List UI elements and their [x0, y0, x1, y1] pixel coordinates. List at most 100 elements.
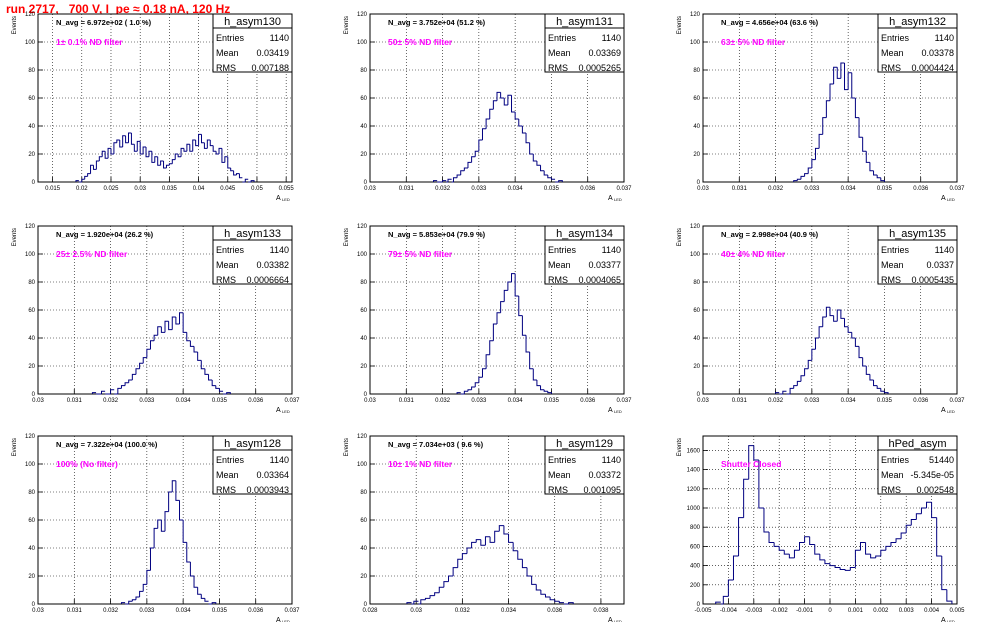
y-tick-label: 100	[690, 252, 701, 258]
histogram-bin	[157, 326, 162, 336]
histogram-bin	[849, 567, 856, 571]
histogram-bin	[492, 100, 497, 110]
histogram-bin	[203, 142, 208, 149]
histogram-bin	[131, 373, 136, 380]
histogram-bin	[87, 173, 91, 177]
histogram-bin	[880, 549, 886, 556]
histogram-name: hPed_asym	[888, 438, 946, 450]
histogram-bin	[197, 587, 202, 595]
stats-box	[212, 225, 293, 285]
histogram-bin	[471, 156, 476, 163]
histogram-bin	[481, 368, 487, 378]
histogram-bin	[200, 134, 205, 144]
stats-value-rms: 0.0004424	[911, 63, 954, 73]
x-tick-label: 0.034	[176, 608, 192, 614]
stats-value-entries: 1140	[270, 455, 289, 465]
y-tick-label: 100	[25, 40, 36, 46]
histogram-bin	[496, 91, 501, 101]
x-tick-label: 0.03	[697, 186, 709, 192]
y-tick-label: 0	[697, 180, 701, 186]
x-tick-label: 0.031	[399, 398, 415, 404]
histogram-bin	[171, 159, 176, 164]
x-tick-label: 0.005	[949, 608, 965, 614]
histogram-bin	[233, 170, 237, 176]
histogram-bin	[890, 542, 897, 547]
x-tick-label: 0.004	[924, 608, 940, 614]
stats-label-rms: RMS	[216, 275, 236, 285]
stats-value-mean: 0.03419	[256, 48, 289, 58]
histogram-bin	[854, 338, 860, 347]
x-axis-label-subscript: LED	[947, 619, 955, 622]
y-tick-label: 40	[360, 336, 367, 342]
filter-label: 25± 2.5% ND filter	[56, 249, 128, 259]
y-tick-label: 80	[28, 490, 35, 496]
x-tick-label: 0.031	[732, 186, 748, 192]
histogram-bin	[786, 387, 794, 395]
histogram-bin	[474, 150, 479, 157]
x-tick-label: 0.032	[435, 186, 451, 192]
y-tick-label: 0	[32, 180, 36, 186]
histogram-bin	[763, 508, 770, 533]
histogram-bin	[517, 550, 523, 560]
histogram-panel-hPed_asym: -0.005 -0.004 -0.003 -0.002 -0.001 0 0.001 0.00…	[677, 435, 965, 622]
histogram-panel-h_asym134: 0.03 0.031 0.032 0.033 0.034 0.035 0.036 0.037 0…	[344, 224, 632, 414]
histogram-panel-h_asym135: 0.03 0.031 0.032 0.033 0.034 0.035 0.036 0.037 0…	[677, 224, 965, 414]
histogram-bin	[825, 306, 830, 317]
histogram-bin	[424, 597, 431, 600]
histogram-bin	[157, 519, 162, 529]
histogram-bin	[461, 553, 467, 560]
histogram-bin	[114, 387, 122, 395]
stats-label-rms: RMS	[216, 485, 236, 495]
histogram-bin	[844, 318, 849, 328]
filter-label: 63± 5% ND filter	[721, 37, 786, 47]
x-axis-label-subscript: LED	[282, 197, 290, 202]
stats-label-entries: Entries	[548, 245, 577, 255]
navg-label: N_avg = 4.656e+04 (63.6 %)	[721, 18, 819, 27]
histogram-bin	[796, 178, 801, 181]
histogram-bin	[809, 536, 815, 545]
histogram-bin	[116, 139, 120, 143]
histogram-bin	[466, 547, 472, 554]
y-tick-label: 100	[357, 462, 368, 468]
y-tick-label: 20	[28, 364, 35, 370]
stats-label-rms: RMS	[548, 63, 568, 73]
y-tick-label: 40	[693, 336, 700, 342]
x-tick-label: 0.032	[103, 608, 119, 614]
stats-label-mean: Mean	[548, 48, 571, 58]
stats-label-rms: RMS	[548, 275, 568, 285]
histogram-bin	[136, 140, 141, 152]
histogram-bin	[456, 392, 461, 394]
histogram-bin	[208, 602, 217, 605]
histogram-bin	[535, 584, 541, 591]
x-tick-label: 0.033	[471, 186, 487, 192]
histogram-bin	[543, 389, 548, 392]
y-tick-label: 120	[25, 224, 36, 230]
histogram-bin	[804, 536, 810, 543]
histogram-panel-h_asym132: 0.03 0.031 0.032 0.033 0.034 0.035 0.036 0.037 0…	[677, 12, 965, 202]
x-tick-label: 0.032	[103, 398, 119, 404]
histogram-bin	[858, 346, 863, 359]
histogram-bin	[489, 108, 494, 119]
x-tick-label: 0.037	[949, 398, 965, 404]
y-tick-label: 20	[360, 364, 367, 370]
stats-value-rms: 0.002548	[916, 485, 954, 495]
histogram-bin	[204, 598, 209, 602]
histogram-bin	[165, 164, 170, 168]
histogram-bin	[212, 145, 217, 152]
histogram-bin	[540, 385, 545, 391]
histogram-bin	[550, 177, 556, 180]
histogram-name: h_asym133	[224, 228, 281, 240]
histogram-bin	[839, 567, 846, 570]
histogram-bin	[171, 480, 176, 492]
histogram-bin	[215, 151, 220, 155]
histogram-bin	[720, 595, 729, 605]
x-axis-label-subscript: LED	[947, 197, 955, 202]
filter-label: 1± 0.1% ND filter	[56, 37, 123, 47]
page-title: run 2717, 700 V, I_pe ≈ 0.18 nA, 120 Hz	[6, 2, 231, 16]
histogram-bin	[151, 151, 155, 163]
x-tick-label: -0.002	[771, 608, 789, 614]
histogram-bin	[485, 354, 490, 369]
histogram-bin	[822, 316, 827, 327]
y-tick-label: 400	[690, 564, 701, 570]
histogram-bin	[110, 148, 114, 155]
